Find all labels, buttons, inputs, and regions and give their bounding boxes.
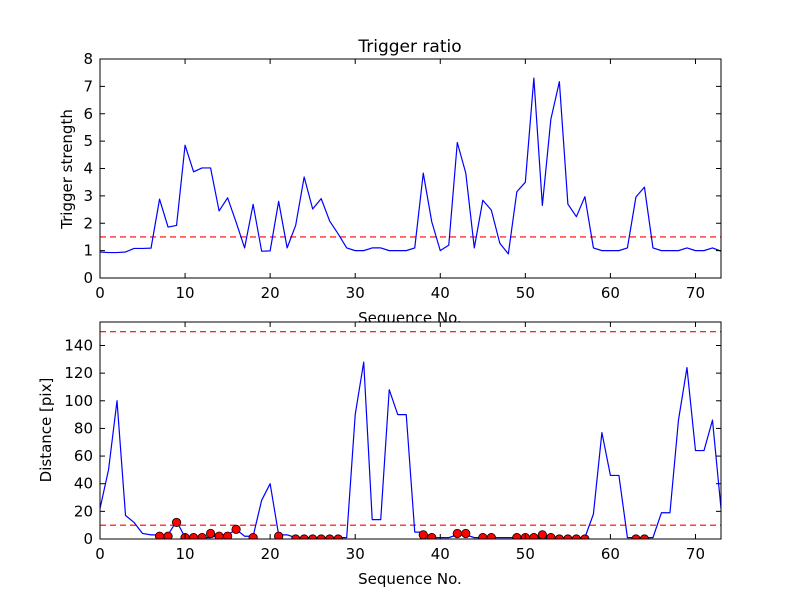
data-point [248, 533, 258, 539]
data-point [427, 533, 437, 539]
series-line [100, 77, 721, 255]
x-tick-label: 50 [516, 284, 535, 302]
y-tick-label: 1 [83, 242, 93, 260]
x-tick-label: 40 [431, 284, 450, 302]
y-tick-label: 80 [74, 419, 93, 437]
data-point [452, 528, 462, 539]
data-point [231, 524, 241, 534]
x-tick-label: 30 [346, 284, 365, 302]
y-tick-label: 0 [83, 530, 93, 548]
y-tick-label: 3 [83, 187, 93, 205]
x-tick-label: 10 [176, 545, 195, 563]
plot-area [100, 322, 721, 539]
data-point [486, 533, 496, 539]
x-tick-label: 40 [431, 545, 450, 563]
x-tick-label: 0 [95, 284, 105, 302]
y-tick-label: 4 [83, 160, 93, 178]
data-point [418, 530, 428, 539]
y-tick-label: 60 [74, 447, 93, 465]
x-tick-label: 70 [686, 284, 705, 302]
y-tick-label: 120 [64, 364, 93, 382]
y-tick-label: 20 [74, 502, 93, 520]
data-point [461, 528, 471, 539]
x-tick-label: 10 [176, 284, 195, 302]
x-tick-label: 60 [601, 284, 620, 302]
y-tick-label: 7 [83, 77, 93, 95]
x-tick-label: 50 [516, 545, 535, 563]
data-point [529, 533, 539, 539]
data-point [223, 531, 233, 539]
y-tick-label: 5 [83, 132, 93, 150]
x-tick-label: 20 [261, 284, 280, 302]
data-point [197, 533, 207, 539]
plot-contents [100, 77, 721, 255]
x-tick-label: 70 [686, 545, 705, 563]
data-point [205, 528, 216, 539]
y-tick-label: 2 [83, 214, 93, 232]
data-point [537, 530, 547, 539]
y-axis-label: Trigger strength [58, 109, 76, 230]
trigger-ratio-panel: Trigger ratio Sequence No. Trigger stren… [58, 37, 722, 327]
x-tick-label: 20 [261, 545, 280, 563]
data-point [163, 531, 173, 539]
data-point [171, 517, 182, 528]
distance-panel: Sequence No. Distance [pix] 0 10 20 30 40 50 6… [37, 321, 722, 588]
y-tick-label: 40 [74, 475, 93, 493]
x-tick-label: 60 [601, 545, 620, 563]
y-tick-label: 8 [83, 50, 93, 68]
x-axis-label: Sequence No. [358, 570, 462, 588]
y-tick-label: 100 [64, 392, 93, 410]
data-point [274, 531, 284, 539]
x-tick-label: 30 [346, 545, 365, 563]
y-tick-label: 6 [83, 105, 93, 123]
plot-contents [100, 331, 721, 539]
plot-frame [99, 321, 722, 540]
y-axis-label: Distance [pix] [37, 378, 55, 483]
chart-title: Trigger ratio [357, 37, 461, 57]
x-tick-label: 0 [95, 545, 105, 563]
y-tick-label: 140 [64, 336, 93, 354]
y-tick-label: 0 [83, 269, 93, 287]
